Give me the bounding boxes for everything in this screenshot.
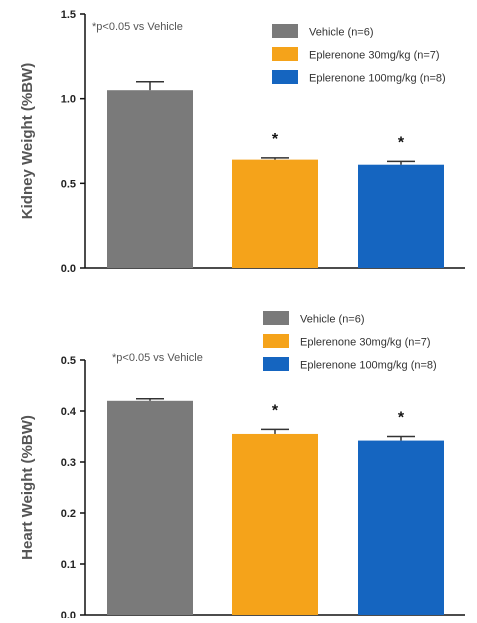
heart-y-tick-label: 0.5 xyxy=(61,355,76,367)
heart-y-tick-label: 0.2 xyxy=(61,508,76,520)
heart-y-tick-label: 0.1 xyxy=(61,559,76,571)
heart-bar-3 xyxy=(358,440,444,615)
kidney-legend-label: Eplerenone 30mg/kg (n=7) xyxy=(309,50,440,62)
kidney-y-tick-label: 1.0 xyxy=(61,94,76,106)
kidney-significance-marker: * xyxy=(272,131,279,148)
kidney-bar-2 xyxy=(232,159,318,268)
kidney-y-tick-label: 0.0 xyxy=(61,263,76,275)
heart-significance-marker: * xyxy=(272,402,279,419)
kidney-significance-note: *p<0.05 vs Vehicle xyxy=(92,21,183,33)
kidney-significance-marker: * xyxy=(398,134,405,151)
kidney-legend-swatch xyxy=(272,47,298,61)
kidney-legend-swatch xyxy=(272,24,298,38)
kidney-y-tick-label: 1.5 xyxy=(61,9,76,21)
kidney-y-axis-label: Kidney Weight (%BW) xyxy=(19,63,36,219)
kidney-legend-label: Vehicle (n=6) xyxy=(309,27,374,39)
kidney-y-tick-label: 0.5 xyxy=(61,178,76,190)
heart-legend-swatch xyxy=(263,334,289,348)
kidney-bar-1 xyxy=(107,90,193,268)
heart-significance-note: *p<0.05 vs Vehicle xyxy=(112,352,203,364)
heart-legend-swatch xyxy=(263,357,289,371)
kidney-legend-swatch xyxy=(272,70,298,84)
heart-y-axis-label: Heart Weight (%BW) xyxy=(19,415,36,560)
heart-bar-2 xyxy=(232,433,318,615)
heart-y-tick-label: 0.4 xyxy=(61,406,77,418)
heart-y-tick-label: 0.3 xyxy=(61,457,76,469)
heart-legend-label: Eplerenone 100mg/kg (n=8) xyxy=(300,360,437,372)
kidney-bar-3 xyxy=(358,164,444,268)
kidney-legend-label: Eplerenone 100mg/kg (n=8) xyxy=(309,73,446,85)
kidney-chart: Kidney Weight (%BW) 0.0 0.5 1.0 1.5 * * *p<0.05… xyxy=(19,9,465,275)
heart-chart: Heart Weight (%BW) 0.0 0.1 0.2 0.3 0.4 0.5 * * *p… xyxy=(19,311,465,622)
heart-bar-1 xyxy=(107,400,193,615)
heart-significance-marker: * xyxy=(398,410,405,427)
heart-legend-label: Vehicle (n=6) xyxy=(300,314,365,326)
heart-y-tick-label: 0.0 xyxy=(61,610,76,618)
heart-legend-label: Eplerenone 30mg/kg (n=7) xyxy=(300,337,431,349)
heart-legend-swatch xyxy=(263,311,289,325)
